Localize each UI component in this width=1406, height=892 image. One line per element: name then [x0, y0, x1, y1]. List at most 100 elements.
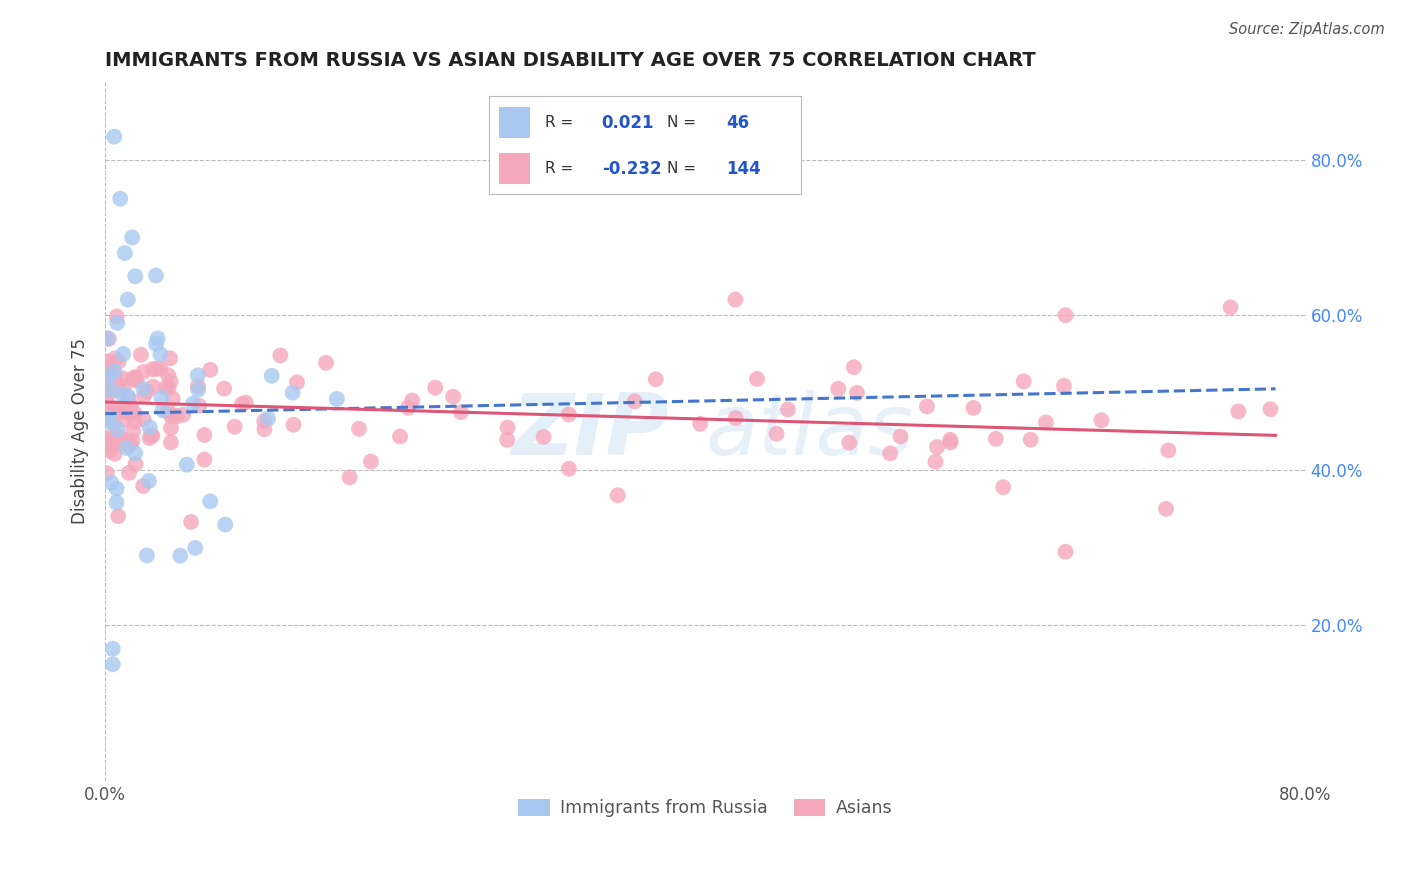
Point [155, 381, 177, 395]
Point [129, 348, 152, 362]
Point [188, 399, 211, 413]
Point [1227, 404, 1250, 418]
Point [224, 419, 246, 434]
Point [187, 379, 209, 393]
Point [212, 382, 235, 396]
Point [939, 435, 962, 450]
Point [689, 417, 711, 431]
Point [117, 293, 139, 307]
Point [927, 440, 949, 454]
Point [187, 368, 209, 383]
Point [285, 376, 308, 390]
Point [142, 379, 165, 393]
Point [150, 391, 173, 405]
Point [107, 429, 129, 443]
Point [160, 435, 183, 450]
Point [441, 390, 464, 404]
Point [162, 408, 184, 422]
Point [1260, 402, 1282, 417]
Point [115, 405, 138, 419]
Point [132, 382, 155, 396]
Point [260, 368, 283, 383]
Point [118, 406, 141, 420]
Point [193, 452, 215, 467]
Point [139, 420, 162, 434]
Point [162, 392, 184, 406]
Point [396, 401, 419, 415]
Point [118, 438, 141, 452]
Point [745, 372, 768, 386]
Point [122, 372, 145, 386]
Point [100, 429, 122, 443]
Point [104, 351, 127, 366]
Point [96, 402, 118, 417]
Point [122, 424, 145, 438]
Point [193, 428, 215, 442]
Point [253, 422, 276, 436]
Point [991, 480, 1014, 494]
Point [107, 354, 129, 368]
Point [114, 413, 136, 427]
Point [124, 415, 146, 429]
Point [136, 384, 159, 399]
Point [107, 422, 129, 436]
Point [111, 371, 134, 385]
Point [1012, 375, 1035, 389]
Point [339, 470, 361, 484]
Text: IMMIGRANTS FROM RUSSIA VS ASIAN DISABILITY AGE OVER 75 CORRELATION CHART: IMMIGRANTS FROM RUSSIA VS ASIAN DISABILI… [105, 51, 1036, 70]
Point [124, 457, 146, 471]
Point [939, 433, 962, 447]
Point [1219, 301, 1241, 315]
Point [96, 376, 118, 391]
Point [121, 230, 143, 244]
Legend: Immigrants from Russia, Asians: Immigrants from Russia, Asians [512, 792, 900, 824]
Point [101, 641, 124, 656]
Point [138, 474, 160, 488]
Point [1054, 545, 1077, 559]
Point [1157, 443, 1180, 458]
Point [157, 381, 180, 395]
Point [115, 441, 138, 455]
Point [104, 369, 127, 384]
Point [118, 391, 141, 405]
Point [96, 415, 118, 429]
Point [98, 369, 121, 384]
Point [100, 385, 122, 400]
Point [176, 458, 198, 472]
Point [533, 430, 555, 444]
Point [172, 408, 194, 422]
Point [425, 381, 447, 395]
Point [100, 475, 122, 490]
Point [1054, 308, 1077, 322]
Point [496, 420, 519, 434]
Point [315, 356, 337, 370]
Point [776, 402, 799, 417]
Point [450, 405, 472, 419]
Point [103, 401, 125, 416]
Point [101, 432, 124, 446]
Point [558, 408, 581, 422]
Point [96, 438, 118, 452]
Point [149, 361, 172, 376]
Point [125, 374, 148, 388]
Point [156, 404, 179, 418]
Point [644, 372, 666, 386]
Point [105, 482, 128, 496]
Point [104, 447, 127, 461]
Point [105, 401, 128, 416]
Point [146, 331, 169, 345]
Point [962, 401, 984, 415]
Point [269, 348, 291, 362]
Point [326, 392, 349, 406]
Y-axis label: Disability Age Over 75: Disability Age Over 75 [72, 338, 89, 524]
Point [103, 409, 125, 424]
Point [96, 396, 118, 410]
Point [558, 461, 581, 475]
Point [97, 354, 120, 368]
Point [827, 382, 849, 396]
Point [1019, 433, 1042, 447]
Point [124, 446, 146, 460]
Point [145, 337, 167, 351]
Point [104, 434, 127, 449]
Point [984, 432, 1007, 446]
